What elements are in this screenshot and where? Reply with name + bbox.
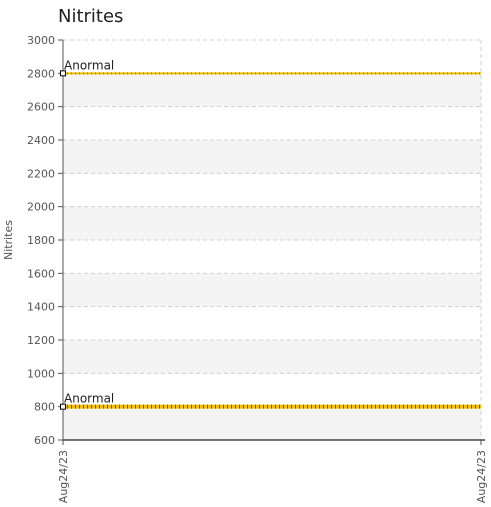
plot-bands	[63, 73, 481, 440]
plot-band	[63, 273, 481, 307]
y-tick-label: 2400	[27, 134, 55, 147]
axes	[58, 39, 485, 445]
y-tick-labels: 600 800 1000 1200 1400 1600 1800 2000 2200 2400 26…	[27, 34, 55, 447]
x-tick-labels: Aug24/23 Aug24/23	[57, 450, 488, 503]
y-tick-label: 1400	[27, 301, 55, 314]
point-label: Anormal	[64, 392, 114, 406]
y-tick-label: 800	[34, 401, 55, 414]
x-tick-label: Aug24/23	[57, 450, 70, 503]
data-point	[60, 70, 66, 77]
series-0: Anormal	[60, 58, 482, 77]
y-axis-label: Nitrites	[2, 220, 15, 260]
x-tick-label: Aug24/23	[475, 450, 488, 503]
plot-band	[63, 140, 481, 174]
y-tick-label: 600	[34, 434, 55, 447]
series-group: Anormal Anormal	[60, 58, 482, 410]
y-tick-label: 1000	[27, 367, 55, 380]
y-tick-label: 3000	[27, 34, 55, 47]
y-tick-label: 1800	[27, 234, 55, 247]
plot-band	[63, 406, 481, 440]
plot-band	[63, 206, 481, 240]
y-tick-label: 2800	[27, 67, 55, 80]
y-tick-label: 1200	[27, 334, 55, 347]
y-tick-label: 1600	[27, 267, 55, 280]
data-point	[60, 403, 66, 410]
chart-title: Nitrites	[58, 6, 124, 27]
series-1: Anormal	[60, 392, 482, 410]
plot-band	[63, 340, 481, 374]
point-label: Anormal	[64, 58, 114, 72]
plot-band	[63, 73, 481, 107]
y-tick-label: 2600	[27, 101, 55, 114]
y-tick-label: 2200	[27, 167, 55, 180]
y-tick-label: 2000	[27, 201, 55, 214]
